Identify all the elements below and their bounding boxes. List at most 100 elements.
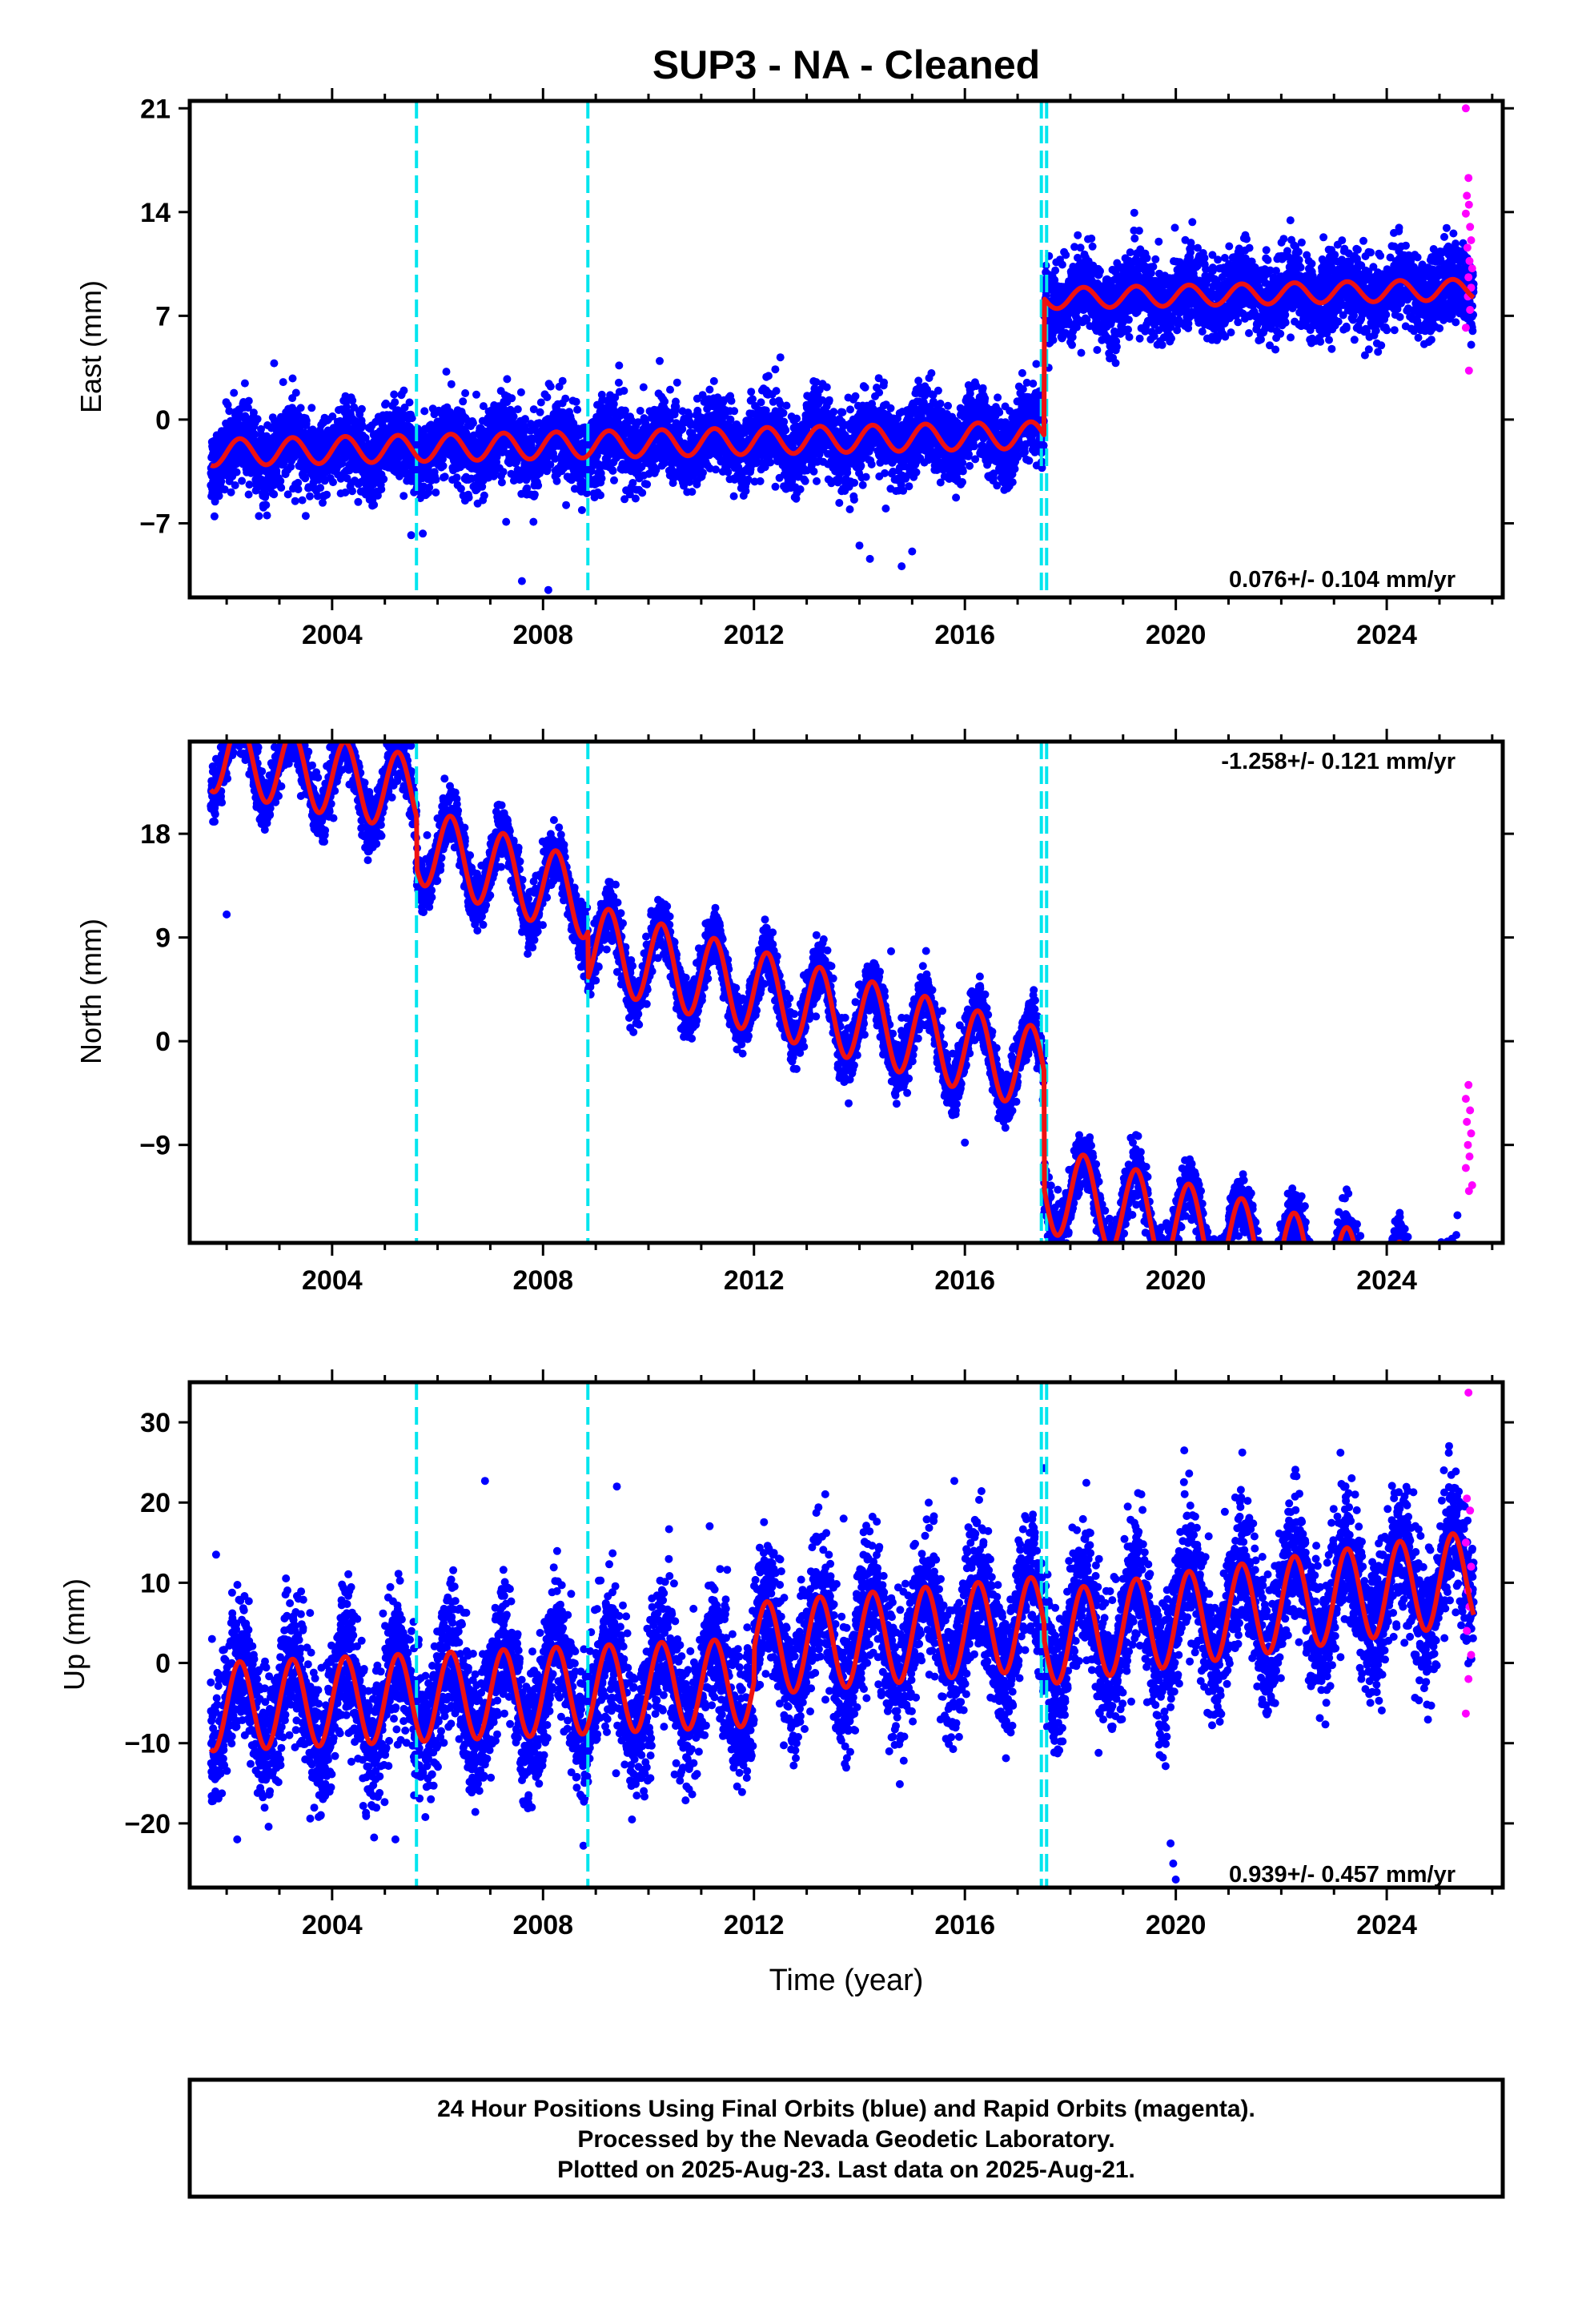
east-final-point xyxy=(597,474,606,483)
east-final-point xyxy=(227,488,235,497)
east-final-point xyxy=(298,496,307,505)
east-final-point xyxy=(370,501,379,509)
east-final-point xyxy=(382,399,390,408)
east-final-point xyxy=(643,480,652,489)
east-final-point xyxy=(503,375,512,384)
east-final-point xyxy=(459,397,468,406)
east-final-point xyxy=(875,388,884,397)
east-final-point xyxy=(210,512,219,521)
east-final-point xyxy=(300,428,309,437)
east-final-point xyxy=(729,492,738,501)
east-final-point xyxy=(614,378,623,387)
east-final-point xyxy=(561,394,570,403)
east-final-point xyxy=(249,408,258,417)
east-final-point xyxy=(577,506,586,514)
east-final-point xyxy=(240,379,249,388)
east-final-point xyxy=(223,400,232,409)
east-final-point xyxy=(400,403,409,412)
east-final-point xyxy=(377,485,386,493)
east-final-point xyxy=(425,483,434,492)
east-final-point xyxy=(261,490,270,499)
east-final-point xyxy=(558,376,567,385)
east-final-point xyxy=(439,461,448,470)
east-final-point xyxy=(464,493,473,502)
east-final-point xyxy=(709,376,718,385)
east-final-point xyxy=(944,401,952,410)
east-final-point xyxy=(307,404,316,412)
east-plot-area xyxy=(207,101,1478,597)
east-final-point xyxy=(793,414,801,423)
east-final-point xyxy=(861,383,869,392)
east-final-point xyxy=(391,398,400,407)
east-final-point xyxy=(912,468,921,476)
east-final-point xyxy=(354,497,363,506)
east-final-point xyxy=(661,397,669,406)
east-final-point xyxy=(631,494,640,503)
east-final-point xyxy=(270,490,279,499)
east-final-point xyxy=(452,473,461,482)
east-final-point xyxy=(536,398,545,407)
east-final-point xyxy=(499,468,508,476)
east-final-point xyxy=(730,407,739,416)
east-final-point xyxy=(757,398,765,407)
east-final-point xyxy=(608,466,617,475)
east-final-point xyxy=(572,397,580,406)
east-final-point xyxy=(283,490,292,499)
east-final-point xyxy=(534,481,543,490)
east-final-point xyxy=(287,462,295,471)
east-final-point xyxy=(796,485,805,493)
east-final-point xyxy=(771,482,780,491)
east-final-point xyxy=(829,408,838,416)
east-final-point xyxy=(419,529,428,538)
east-final-point xyxy=(447,380,456,388)
east-final-point xyxy=(276,476,285,485)
east-final-point xyxy=(255,512,263,521)
east-final-point xyxy=(328,412,337,420)
east-final-point xyxy=(348,487,356,496)
east-final-point xyxy=(672,402,681,411)
east-final-point xyxy=(244,396,253,405)
east-final-point xyxy=(400,492,408,501)
east-final-point xyxy=(232,468,241,476)
east-final-point xyxy=(263,511,271,520)
east-final-point xyxy=(408,414,416,423)
east-final-point xyxy=(253,415,262,424)
east-final-point xyxy=(905,482,913,491)
east-final-point xyxy=(867,460,876,468)
east-final-point xyxy=(231,481,239,489)
east-final-point xyxy=(244,490,253,499)
east-final-point xyxy=(217,477,226,486)
east-final-point xyxy=(543,393,552,401)
east-final-point xyxy=(251,430,259,439)
east-final-point xyxy=(469,419,477,428)
east-final-point xyxy=(291,388,300,397)
east-final-point xyxy=(279,378,287,387)
east-final-point xyxy=(342,403,351,412)
east-final-point xyxy=(440,472,449,481)
east-final-point xyxy=(480,491,488,500)
east-final-point xyxy=(747,388,756,396)
east-final-point xyxy=(420,407,429,416)
east-final-point xyxy=(638,489,647,497)
east-final-point xyxy=(801,476,809,485)
east-final-point xyxy=(610,476,618,485)
east-final-point xyxy=(358,420,367,429)
east-final-point xyxy=(936,400,945,408)
east-final-point xyxy=(225,407,234,416)
east-final-point xyxy=(288,374,297,383)
east-final-point xyxy=(782,401,791,410)
east-final-point xyxy=(764,372,773,380)
east-final-point xyxy=(294,485,303,493)
east-final-point xyxy=(781,426,790,435)
east-final-point xyxy=(666,385,674,394)
east-final-point xyxy=(562,501,571,509)
east-final-point xyxy=(296,404,305,412)
east-final-point xyxy=(822,383,831,392)
east-final-point xyxy=(880,378,889,387)
east-final-point xyxy=(508,394,516,403)
east-final-point xyxy=(301,474,310,483)
east-final-point xyxy=(825,396,833,404)
east-final-point xyxy=(516,388,525,396)
